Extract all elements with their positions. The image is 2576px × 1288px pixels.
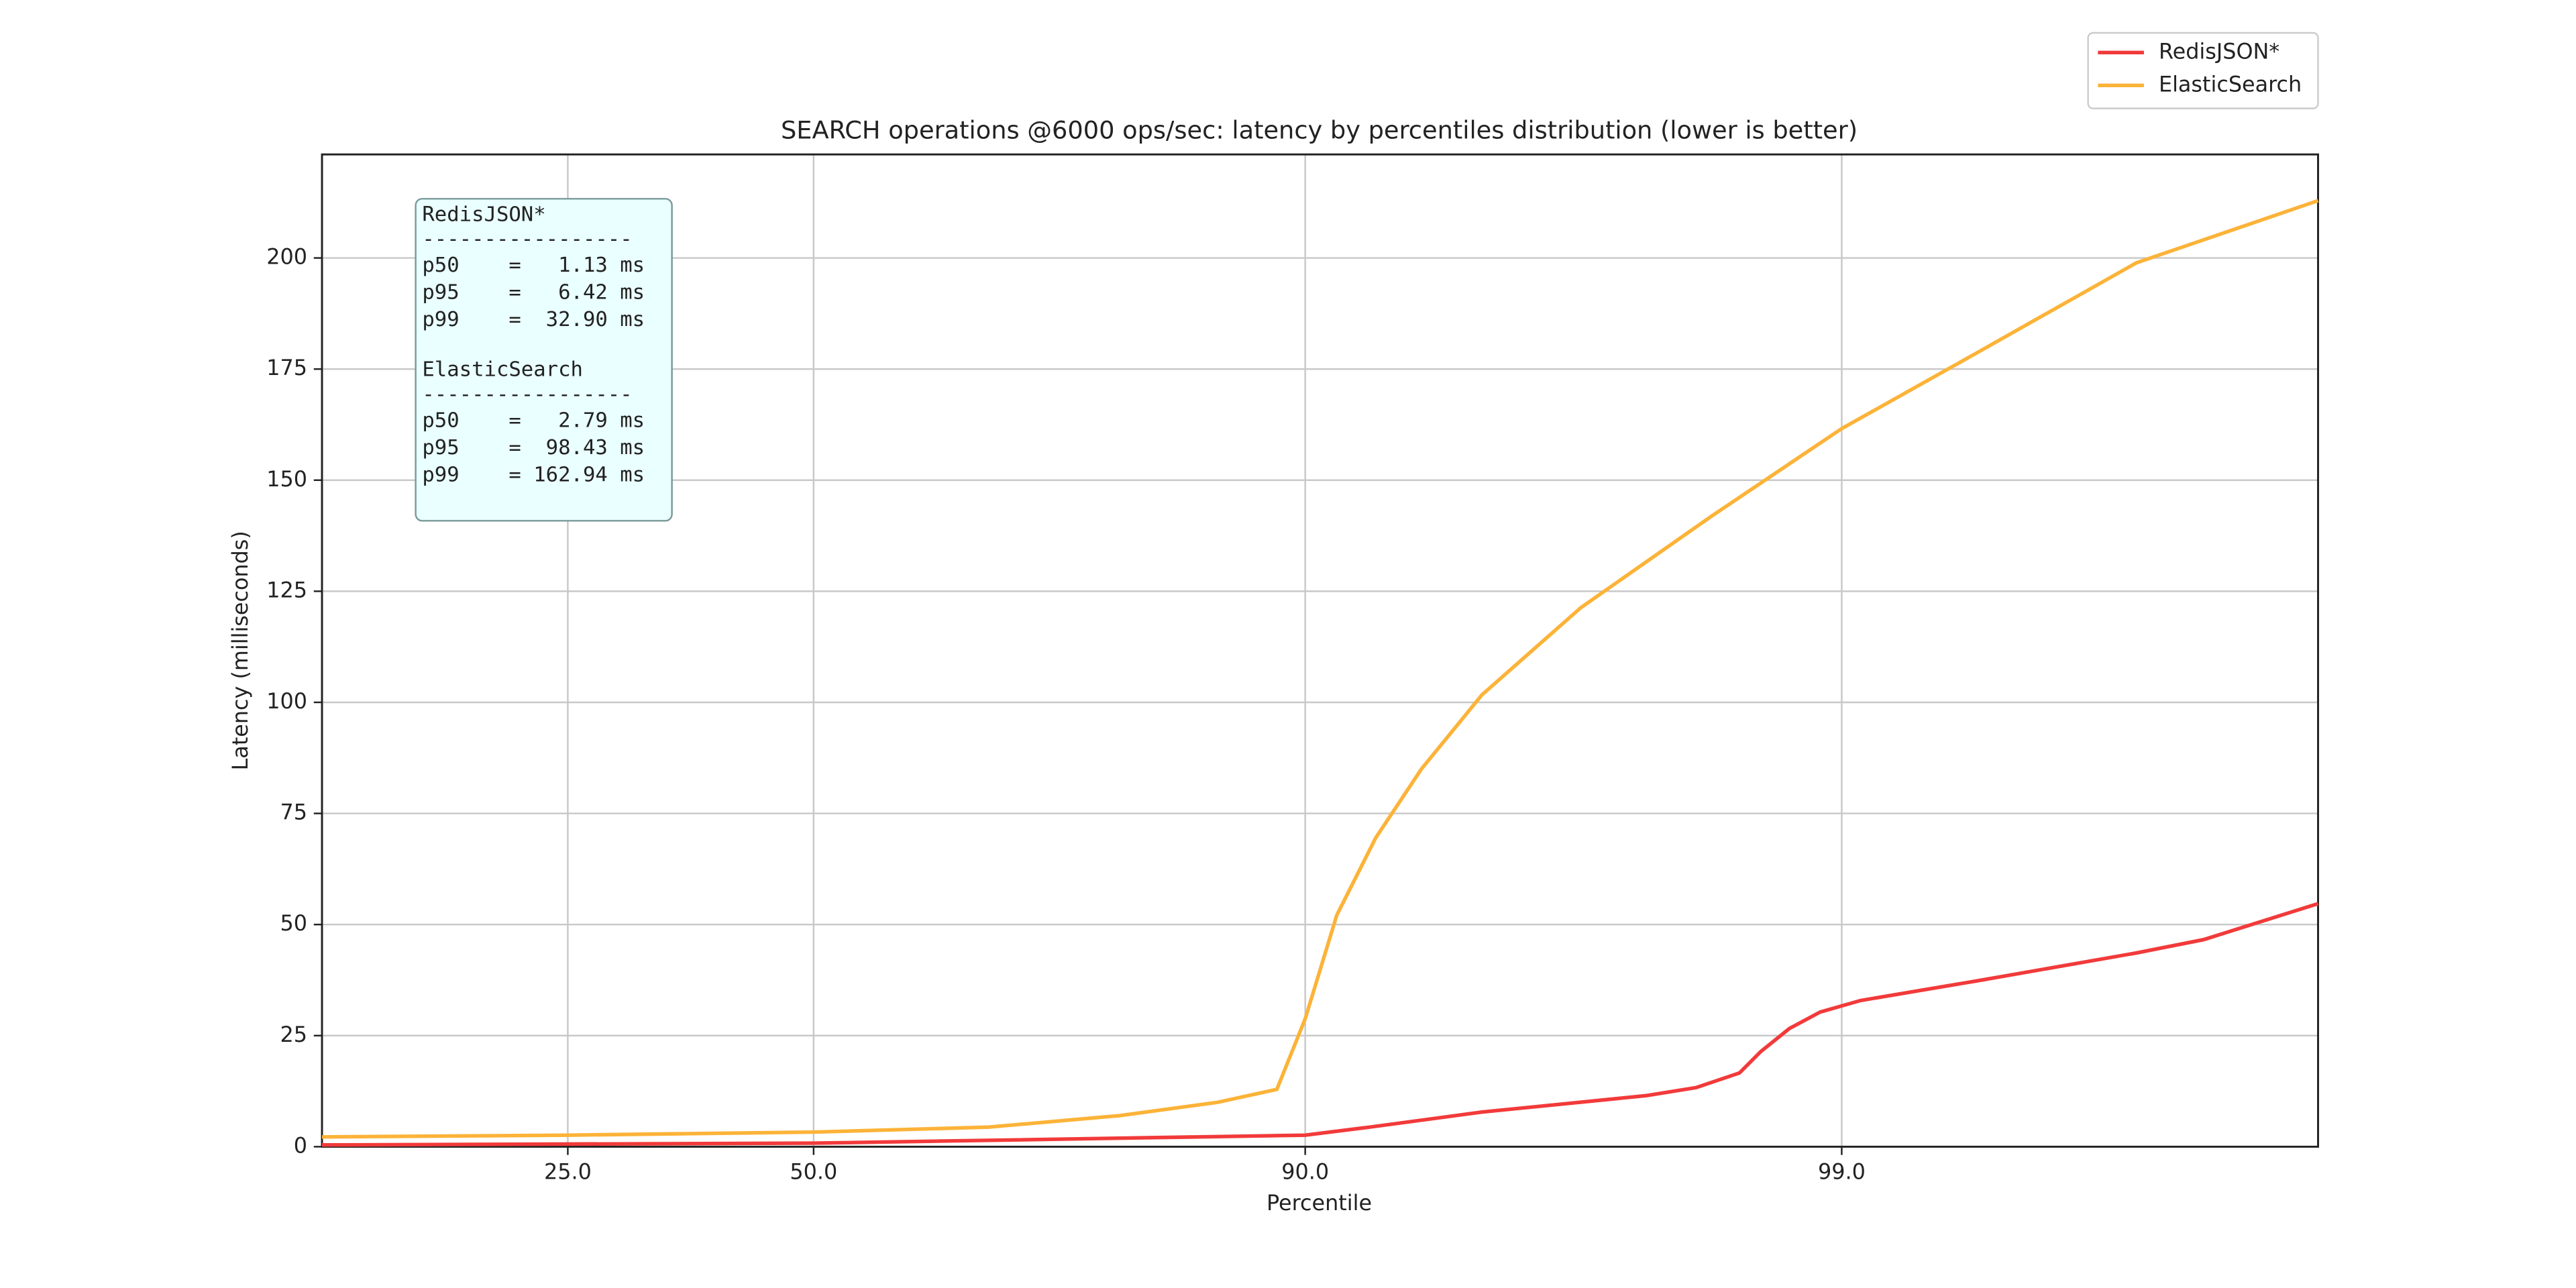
stats-title: ElasticSearch [422,358,583,382]
stats-title: RedisJSON* [422,203,545,226]
y-tick-label: 100 [266,688,307,714]
stats-line: p95 = 98.43 ms [422,436,645,460]
y-tick-label: 50 [280,910,307,936]
stats-rule: ----------------- [422,382,632,406]
x-tick-label: 99.0 [1818,1159,1866,1185]
stats-rule: ----------------- [422,227,632,251]
x-tick-label: 90.0 [1281,1159,1329,1185]
series-line [321,199,2319,1139]
y-axis-label: Latency (milliseconds) [227,531,253,770]
series-line [321,902,2319,1147]
legend-label: RedisJSON* [2159,38,2279,64]
y-tick-label: 75 [280,800,307,825]
legend-label: ElasticSearch [2159,71,2302,97]
y-tick-label: 125 [266,577,307,602]
stats-line: p95 = 6.42 ms [422,281,645,305]
chart-title: SEARCH operations @6000 ops/sec: latency… [781,115,1858,144]
legend-box [2087,32,2319,109]
y-tick-label: 25 [280,1022,307,1047]
x-tick-label: 50.0 [790,1159,837,1185]
stats-box: RedisJSON*-----------------p50 = 1.13 ms… [415,198,673,522]
y-tick-label: 150 [266,466,307,492]
stats-line: p99 = 32.90 ms [422,308,645,331]
y-tick-label: 200 [266,244,307,270]
y-tick-label: 0 [294,1132,307,1158]
stats-line: p99 = 162.94 ms [422,463,645,486]
plot-frame [321,153,2319,1148]
stats-line: p50 = 1.13 ms [422,254,645,277]
y-tick-label: 175 [266,355,307,380]
x-tick-label: 25.0 [544,1159,592,1185]
stats-line: p50 = 2.79 ms [422,409,645,433]
stats-box-frame [415,198,673,522]
legend: RedisJSON* ElasticSearch [2087,32,2319,109]
x-axis-label: Percentile [1267,1190,1372,1216]
